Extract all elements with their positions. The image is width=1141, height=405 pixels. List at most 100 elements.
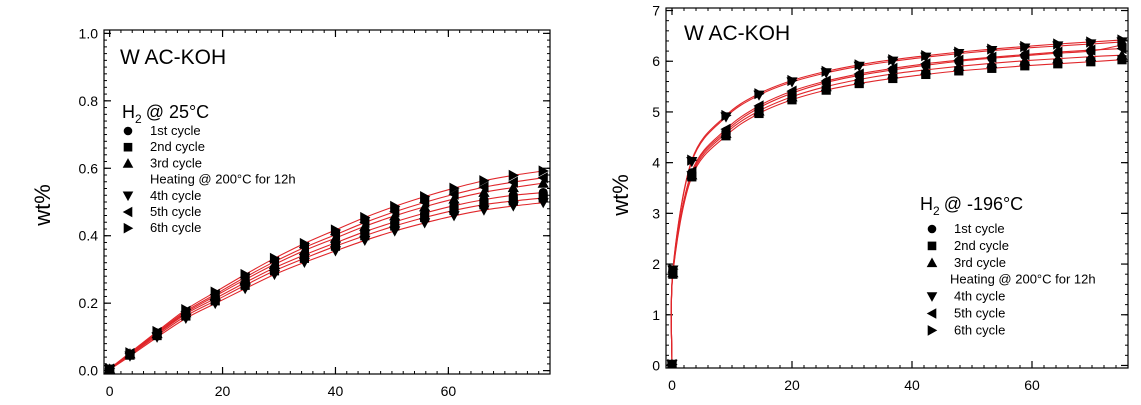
data-point-triangle-right (508, 169, 519, 181)
data-point-triangle-left (478, 181, 489, 193)
data-point-square (390, 221, 400, 231)
data-point-triangle-left (720, 123, 731, 135)
fit-curve-triangle-down (670, 41, 1123, 365)
data-point-square (449, 205, 459, 216)
legend-label: 4th cycle (150, 188, 201, 203)
x-tick-label: 0 (668, 377, 676, 393)
data-point-triangle-right (787, 74, 798, 87)
data-point-triangle-down (298, 257, 311, 268)
condition-label: H2 @ 25°C (122, 102, 209, 126)
legend-label: 6th cycle (954, 322, 1005, 337)
data-point-triangle-left (448, 188, 459, 200)
y-tick-label: 3 (652, 205, 660, 221)
data-point-triangle-right (330, 224, 342, 236)
fit-curve-triangle-left (670, 48, 1123, 365)
data-point-triangle-left (1085, 44, 1096, 56)
data-point-triangle-up (478, 186, 490, 197)
x-tick-label: 0 (106, 383, 114, 399)
data-point-triangle-down (329, 246, 342, 257)
y-axis-label: wt% (30, 184, 55, 227)
legend-marker-circle (927, 224, 937, 234)
data-point-square (1053, 59, 1063, 69)
fit-curve-triangle-up (670, 54, 1123, 365)
data-point-triangle-right (449, 182, 460, 194)
data-point-triangle-up (419, 201, 431, 212)
legend-marker-triangle-left (926, 308, 937, 319)
data-point-triangle-right (1117, 34, 1128, 46)
fit-curve-triangle-down (109, 202, 544, 371)
legend-marker-triangle-right (123, 222, 134, 234)
y-tick-label: 0.8 (79, 93, 99, 109)
data-point-square (1086, 57, 1096, 67)
data-point-triangle-down (448, 211, 460, 222)
data-point-triangle-up (448, 193, 460, 204)
y-tick-label: 1.0 (79, 25, 99, 41)
legend-label: 6th cycle (150, 220, 201, 235)
legend-marker-triangle-up (122, 158, 134, 168)
data-point-triangle-right (668, 263, 679, 275)
data-point-square (479, 200, 489, 210)
y-tick-label: 2 (652, 256, 660, 272)
chart-title: W AC-KOH (120, 46, 226, 69)
data-point-triangle-left (389, 206, 400, 218)
data-point-triangle-up (507, 181, 519, 193)
data-point-triangle-up (359, 220, 371, 231)
data-point-square (538, 193, 548, 203)
data-point-triangle-up (537, 177, 549, 188)
data-point-square (360, 231, 370, 241)
chart-title: W AC-KOH (684, 22, 790, 45)
legend-label: 4th cycle (954, 289, 1005, 304)
data-point-triangle-down (359, 235, 371, 247)
data-point-triangle-right (1020, 40, 1031, 53)
data-point-triangle-down (209, 298, 221, 310)
data-point-triangle-left (920, 58, 931, 70)
data-point-triangle-down (507, 201, 519, 212)
legend-marker-square (123, 142, 133, 152)
data-point-triangle-left (359, 216, 370, 229)
data-point-triangle-right (687, 154, 698, 166)
data-point-triangle-left (686, 166, 697, 178)
data-point-triangle-right (1053, 38, 1064, 50)
data-point-triangle-right (152, 325, 163, 338)
data-point-triangle-up (1052, 53, 1064, 64)
condition-subscript: 2 (135, 112, 142, 126)
data-point-triangle-up (887, 68, 899, 79)
legend-marker-circle (123, 126, 133, 136)
data-point-triangle-up (853, 73, 865, 85)
data-point-triangle-right (181, 303, 192, 316)
plot-frame (665, 7, 1129, 369)
data-point-triangle-right (360, 211, 371, 224)
chart-panel-1: 0 20 40 60 0.0 0.2 0.4 0.6 0.8 1.0 wt% W AC-KOH H2 @ … (30, 25, 551, 399)
data-point-triangle-right (125, 347, 136, 359)
y-tick-label: 0.0 (79, 363, 99, 379)
data-point-triangle-up (1116, 49, 1128, 60)
fit-curve-triangle-right (109, 170, 544, 370)
data-point-triangle-right (210, 286, 221, 298)
data-point-triangle-left (953, 54, 964, 66)
data-point-triangle-down (180, 313, 192, 324)
data-point-triangle-right (1086, 36, 1097, 48)
fit-curve-triangle-right (670, 39, 1123, 365)
data-point-triangle-down (537, 198, 549, 209)
data-point-triangle-down (419, 218, 431, 229)
data-point-triangle-right (105, 363, 116, 374)
fit-curve-triangle-up (109, 182, 544, 370)
y-axis-label: wt% (608, 174, 633, 217)
data-point-triangle-right (390, 200, 401, 212)
condition-subscript: 2 (933, 204, 940, 218)
x-tick-label: 20 (215, 383, 231, 399)
data-point-square (508, 196, 518, 206)
legend-label: 5th cycle (150, 204, 201, 219)
data-point-triangle-up (720, 127, 732, 138)
data-point-triangle-right (987, 43, 998, 55)
y-tick-label: 0.4 (79, 228, 99, 244)
legend-label: 2nd cycle (954, 238, 1009, 253)
data-point-triangle-right (420, 191, 431, 203)
x-tick-label: 60 (1024, 377, 1040, 393)
y-tick-label: 0 (652, 357, 660, 373)
data-point-triangle-up (1019, 55, 1031, 66)
data-point-triangle-up (920, 64, 932, 75)
data-point-triangle-down (389, 226, 401, 237)
